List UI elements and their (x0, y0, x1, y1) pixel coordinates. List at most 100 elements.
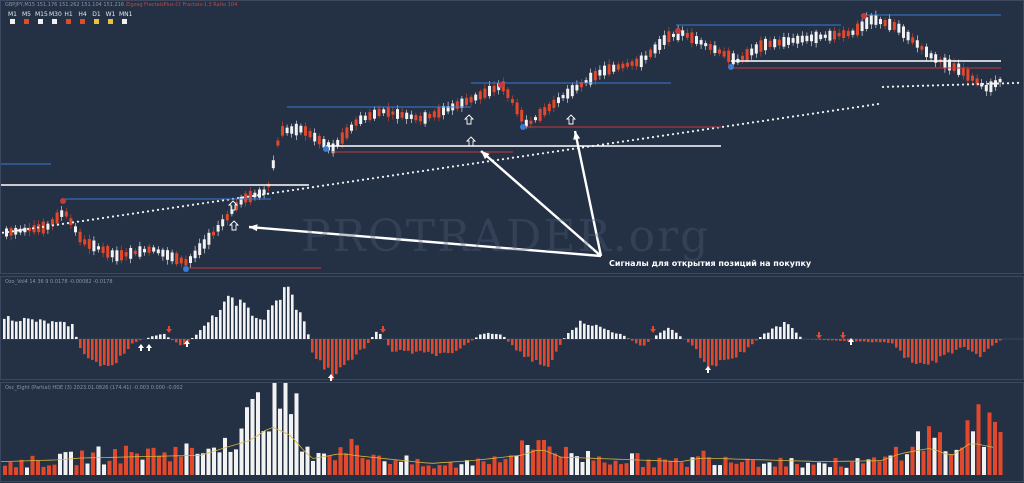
histogram-bar (799, 337, 802, 339)
candle-body (281, 126, 284, 136)
ma-dot (747, 122, 749, 124)
histogram-bar (659, 333, 662, 339)
histogram-bar (83, 339, 86, 354)
histogram-bar (371, 337, 374, 339)
histogram-bar (291, 295, 294, 339)
volume-bar (581, 462, 585, 475)
volume-bar (361, 458, 365, 475)
histogram-bar (987, 339, 990, 349)
indicator-list: Zigzag FractalsPlus-Ct Fractals-1.3 Rati… (126, 2, 238, 8)
volume-bar (86, 464, 90, 475)
fractal-up-icon (498, 82, 504, 88)
candle-body (309, 131, 312, 137)
volume-bar (383, 461, 387, 475)
ma-dot (467, 163, 469, 165)
histogram-bar (367, 339, 370, 343)
fractal-down-icon (520, 124, 526, 130)
volume-bar (817, 462, 821, 475)
histogram-bar (99, 339, 102, 366)
candle-body (286, 128, 289, 134)
histogram-bar (567, 333, 570, 339)
histogram-bar (139, 339, 142, 340)
candle-body (667, 31, 670, 42)
timeframe-mn1[interactable]: MN1 (119, 11, 130, 18)
candle-body (792, 38, 795, 43)
histogram-bar (251, 316, 254, 339)
histogram-bar (631, 339, 634, 341)
ma-dot (132, 212, 134, 214)
candle-body (709, 44, 712, 50)
histogram-bar (559, 339, 562, 345)
timeframe-d1[interactable]: D1 (91, 11, 102, 18)
volume-bar (542, 440, 546, 475)
volume-bar (669, 461, 673, 475)
main-price-chart[interactable]: GBPJPY,M15 151.176 151.262 151.104 151.2… (0, 0, 1024, 274)
ma-dot (982, 83, 984, 85)
histogram-bar (31, 319, 34, 339)
candle-body (824, 35, 827, 38)
histogram-bar (107, 339, 110, 366)
volume-bar (69, 452, 73, 475)
histogram-bar (179, 339, 182, 345)
ma-dot (652, 136, 654, 138)
ma-dot (142, 211, 144, 213)
ma-dot (852, 107, 854, 109)
histogram-bar (35, 322, 38, 339)
volume-oscillator-panel[interactable]: Ozo_Vol4 14 36 9 0.0178 -0.00082 -0.0178 (0, 276, 1024, 380)
fractal-up-icon (861, 13, 867, 19)
timeframe-h4[interactable]: H4 (77, 11, 88, 18)
volume-bar (174, 447, 178, 475)
timeframe-h1[interactable]: H1 (63, 11, 74, 18)
volume-bar (284, 383, 288, 475)
ma-dot (682, 132, 684, 134)
histogram-bar (111, 339, 114, 365)
histogram-bar (487, 333, 490, 339)
candle-body (911, 37, 914, 42)
timeframe-m15[interactable]: M15 (35, 11, 46, 18)
volume-histogram-panel[interactable]: Osc_Eight (Partial) HDE (3) 2023.01.0826… (0, 382, 1024, 482)
timeframe-w1[interactable]: W1 (105, 11, 116, 18)
ma-dot (742, 123, 744, 125)
volume-bar (31, 456, 35, 475)
histogram-bar (211, 315, 214, 339)
histogram-bar (171, 339, 174, 340)
ma-dot (1007, 82, 1009, 84)
volume-bar (124, 446, 128, 475)
timeframe-m5[interactable]: M5 (21, 11, 32, 18)
histogram-bar (55, 322, 58, 339)
volume-bar (905, 454, 909, 475)
timeframe-m30[interactable]: M30 (49, 11, 60, 18)
histogram-bar (219, 310, 222, 339)
candle-body (805, 36, 808, 41)
volume-bar (713, 465, 717, 475)
volume-bar (592, 460, 596, 475)
volume-bar (394, 460, 398, 475)
ma-dot (17, 229, 19, 231)
candle-body (957, 64, 960, 75)
histogram-bar (831, 339, 834, 340)
candle-body (718, 49, 721, 53)
ma-dot (537, 153, 539, 155)
candle-body (157, 249, 160, 253)
histogram-bar (419, 339, 422, 351)
timeframe-m1[interactable]: M1 (7, 11, 18, 18)
histogram-bar (459, 339, 462, 349)
ma-dot (102, 217, 104, 219)
ma-dot (517, 156, 519, 158)
histogram-bar (399, 339, 402, 350)
ma-dot (272, 192, 274, 194)
ma-dot (797, 115, 799, 117)
candle-body (962, 67, 965, 75)
ma-dot (942, 84, 944, 86)
histogram-bar (275, 301, 278, 339)
volume-bar (762, 464, 766, 475)
ma-dot (312, 186, 314, 188)
histogram-bar (775, 326, 778, 339)
candle-body (994, 80, 997, 87)
volume-bar (80, 451, 84, 475)
volume-bar (828, 467, 832, 475)
ma-dot (262, 193, 264, 195)
fractal-down-icon (323, 146, 329, 152)
volume-bar (795, 464, 799, 475)
ma-dot (862, 105, 864, 107)
